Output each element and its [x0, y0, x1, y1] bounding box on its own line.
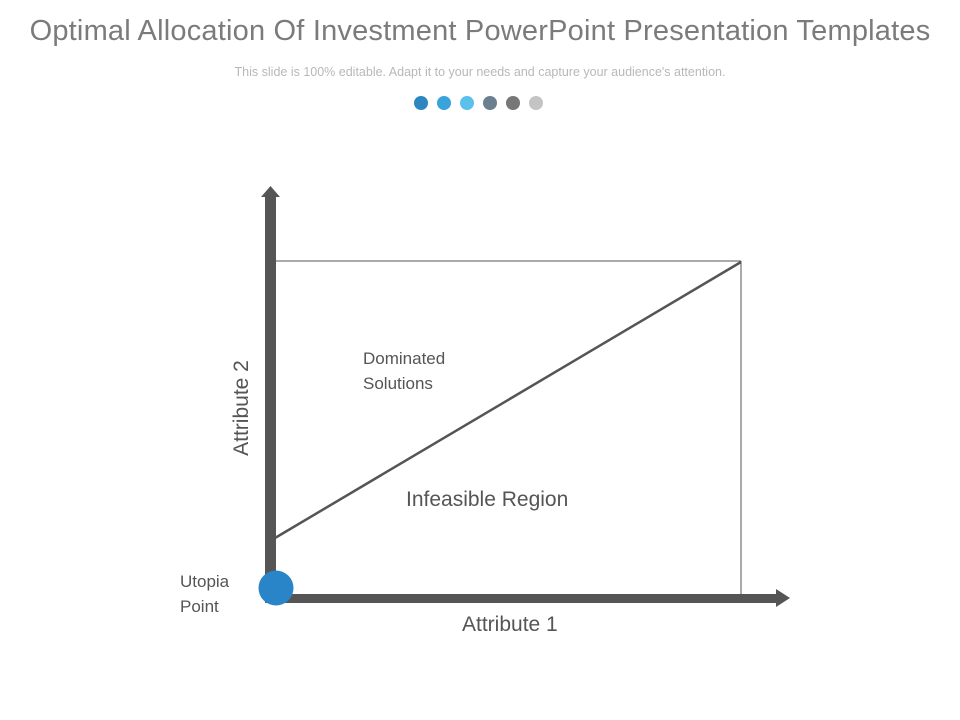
dominated-solutions-label: Dominated Solutions	[363, 349, 446, 393]
decorative-dots	[414, 96, 543, 110]
x-axis-label: Attribute 1	[462, 613, 558, 636]
utopia-point-marker	[258, 570, 294, 606]
slide-subtitle: This slide is 100% editable. Adapt it to…	[234, 65, 726, 79]
decorative-dot	[529, 96, 543, 110]
infeasible-region-label: Infeasible Region	[406, 488, 569, 511]
y-axis-label: Attribute 2	[230, 360, 253, 456]
y-axis-arrowhead	[261, 186, 280, 197]
decorative-dot	[414, 96, 428, 110]
utopia-point-label: Utopia Point	[180, 572, 230, 616]
pareto-frontier-line	[274, 260, 742, 540]
y-axis-bar	[265, 197, 276, 597]
decorative-dot	[506, 96, 520, 110]
x-axis-arrowhead	[776, 589, 790, 607]
slide-title: Optimal Allocation Of Investment PowerPo…	[29, 15, 931, 47]
decorative-dot	[437, 96, 451, 110]
decorative-dot	[483, 96, 497, 110]
x-axis-bar	[265, 594, 777, 603]
decorative-dot	[460, 96, 474, 110]
